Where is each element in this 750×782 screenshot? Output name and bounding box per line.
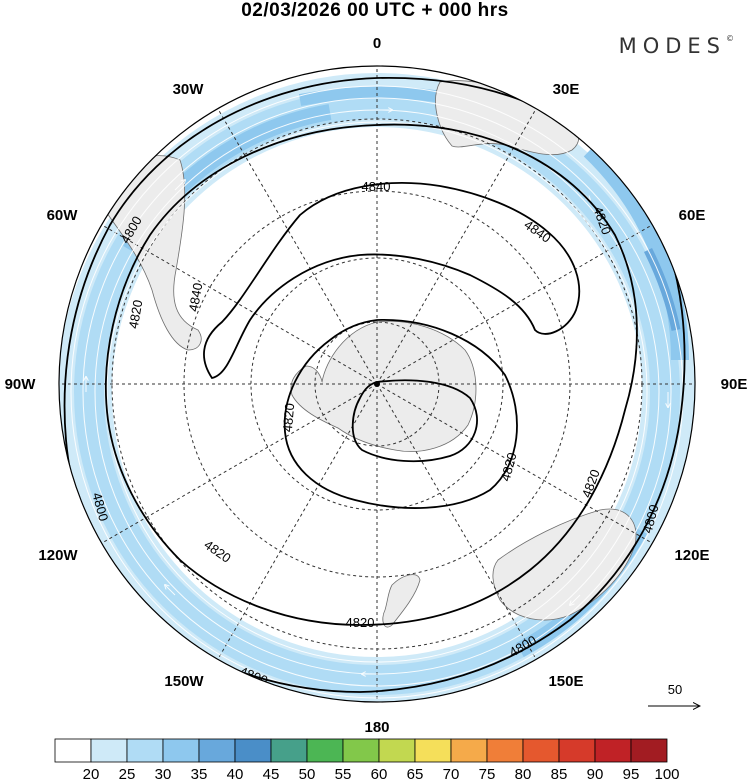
contour-label: 4820 <box>280 403 297 433</box>
colorbar-label: 55 <box>335 766 352 782</box>
colorbar-label: 100 <box>654 766 679 782</box>
colorbar-swatch <box>126 738 164 763</box>
colorbar-label: 75 <box>479 766 496 782</box>
contour-label: 4820 <box>498 451 520 483</box>
contour-4820-inner <box>283 319 518 509</box>
wind-streamlines <box>70 85 684 699</box>
colorbar-swatch <box>198 738 236 763</box>
meridian-60w <box>101 224 378 385</box>
contour-4840 <box>203 182 581 379</box>
antarctica <box>320 320 477 452</box>
colorbar-label: 25 <box>119 766 136 782</box>
colorbar-label: 90 <box>587 766 604 782</box>
lon-label-150e: 150E <box>548 673 583 690</box>
longitude-labels: 0 30E 60E 90E 120E 150E 180 150W 120W 90… <box>5 35 748 736</box>
colorbar-label: 30 <box>155 766 172 782</box>
meridian-60e <box>376 224 653 385</box>
map-title: 02/03/2026 00 UTC + 000 hrs <box>241 0 509 21</box>
contour-label: 4840 <box>362 179 391 194</box>
lon-label-30e: 30E <box>553 81 580 98</box>
colorbar-swatch <box>414 738 452 763</box>
colorbar-label: 50 <box>299 766 316 782</box>
colorbar-swatch <box>90 738 128 763</box>
colorbar-label: 35 <box>191 766 208 782</box>
colorbar-swatch <box>594 738 632 763</box>
colorbar-swatch <box>306 738 344 763</box>
streamline-1 <box>106 121 648 663</box>
colorbar-swatch <box>162 738 200 763</box>
colorbar-swatch <box>270 738 308 763</box>
modes-logo: MODES© <box>619 34 734 58</box>
streamline-3 <box>82 97 672 687</box>
map-fields: 4840 4840 4840 4820 4820 4820 4820 4820 … <box>59 66 695 702</box>
colorbar-swatch <box>558 738 596 763</box>
lon-label-90e: 90E <box>721 376 748 393</box>
reference-vector-label: 50 <box>668 682 682 697</box>
graticule <box>59 66 695 702</box>
colorbar-swatch <box>522 738 560 763</box>
colorbar-label: 45 <box>263 766 280 782</box>
colorbar-label: 95 <box>623 766 640 782</box>
streamline-arrow-4 <box>570 594 581 605</box>
colorbar-swatch <box>378 738 416 763</box>
colorbar-label: 65 <box>407 766 424 782</box>
antarctic-peninsula-region <box>290 365 339 429</box>
meridian-120w <box>101 383 378 544</box>
lon-label-90w: 90W <box>5 376 37 393</box>
colorbar-label: 20 <box>83 766 100 782</box>
contour-inner-low <box>351 379 478 463</box>
reference-vector: 50 <box>648 682 700 706</box>
south-pole-marker <box>374 381 380 387</box>
lon-label-0: 0 <box>373 35 381 52</box>
colorbar-swatch <box>54 738 92 763</box>
logo-mark: © <box>726 34 734 43</box>
meridian-150e <box>376 383 537 660</box>
lon-label-60e: 60E <box>679 207 706 224</box>
colorbar: 20 25 30 35 40 45 50 55 60 65 70 75 80 85 90 95 100 <box>54 738 680 782</box>
lon-label-150w: 150W <box>164 673 204 690</box>
colorbar-label: 85 <box>551 766 568 782</box>
lon-label-30w: 30W <box>173 81 205 98</box>
lon-label-180: 180 <box>364 719 389 736</box>
contour-label: 4820 <box>346 615 375 630</box>
colorbar-swatch <box>486 738 524 763</box>
lon-label-60w: 60W <box>47 207 79 224</box>
contour-4820-outer <box>105 123 638 626</box>
colorbar-swatch <box>630 738 668 763</box>
colorbar-swatch <box>342 738 380 763</box>
colorbar-label: 40 <box>227 766 244 782</box>
map-border <box>58 65 696 703</box>
lon-label-120e: 120E <box>674 547 709 564</box>
meridian-120e <box>376 383 653 544</box>
colorbar-label: 80 <box>515 766 532 782</box>
meridian-30w <box>217 108 378 385</box>
logo-text: MODES <box>618 34 726 58</box>
lon-label-120w: 120W <box>38 547 78 564</box>
colorbar-label: 70 <box>443 766 460 782</box>
meridian-150w <box>217 383 378 660</box>
streamline-arrow-8 <box>174 180 185 191</box>
contour-label: 4840 <box>186 282 206 313</box>
streamline-arrow-6 <box>165 585 176 596</box>
colorbar-swatch <box>234 738 272 763</box>
colorbar-label: 60 <box>371 766 388 782</box>
contour-label: 4800 <box>89 491 111 523</box>
colorbar-swatch <box>450 738 488 763</box>
meridian-30e <box>376 108 537 385</box>
contour-label: 4800 <box>640 503 662 535</box>
new-zealand <box>382 574 421 628</box>
jet-core-indian <box>583 143 689 361</box>
contour-label: 4820 <box>126 299 146 330</box>
